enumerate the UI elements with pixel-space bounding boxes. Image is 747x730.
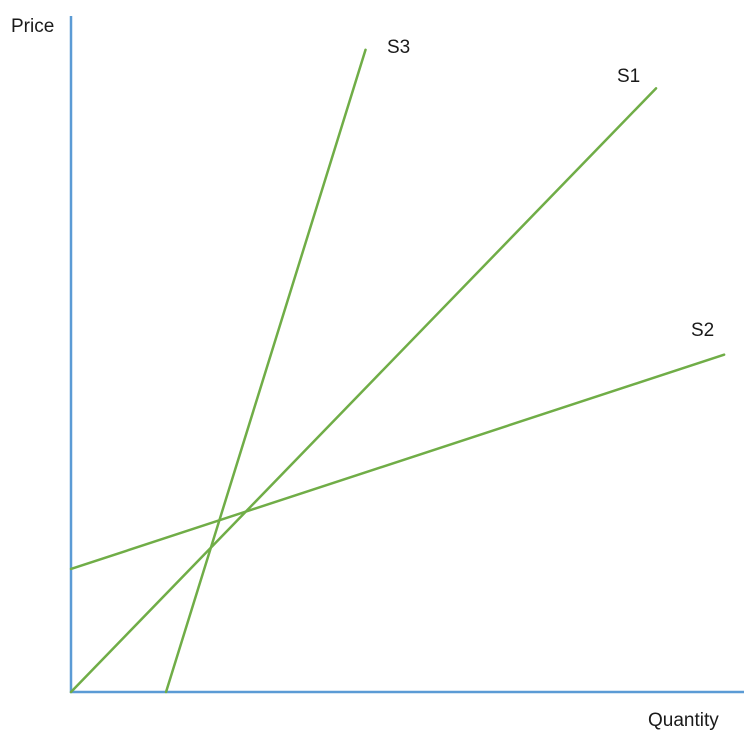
series-line-s2	[69, 353, 726, 571]
y-axis-label: Price	[11, 16, 54, 37]
series-label-s2: S2	[691, 320, 714, 341]
series-line-s3	[164, 48, 367, 694]
series-label-s3: S3	[387, 37, 410, 58]
series-line-s1	[69, 87, 658, 694]
series-label-s1: S1	[617, 66, 640, 87]
x-axis-label: Quantity	[648, 710, 719, 730]
